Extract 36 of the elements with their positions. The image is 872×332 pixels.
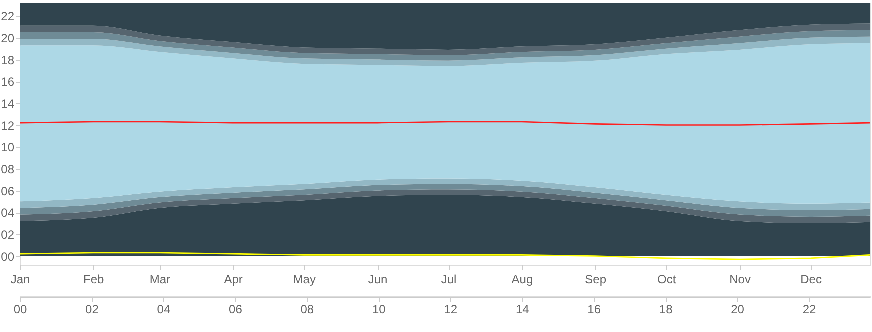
x2-tick-label: 18 — [659, 302, 674, 316]
x2-tick-label: 00 — [14, 302, 28, 316]
y-tick-label: 18 — [1, 53, 15, 68]
x-tick-label: Dec — [800, 272, 822, 286]
x-tick-label: Aug — [512, 272, 534, 286]
y-tick-label: 10 — [1, 140, 15, 155]
x2-tick-label: 12 — [444, 302, 458, 316]
x-tick-label: Jan — [10, 272, 30, 286]
x2-tick-label: 04 — [157, 302, 171, 316]
x2-tick-label: 08 — [300, 302, 314, 316]
x-tick-label: Jun — [368, 272, 388, 286]
y-tick-label: 22 — [1, 10, 15, 24]
y-tick-label: 04 — [1, 206, 15, 220]
x-tick-label: Apr — [224, 272, 243, 286]
x2-tick-label: 10 — [372, 302, 386, 316]
y-tick-label: 20 — [1, 31, 15, 46]
x2-tick-label: 20 — [731, 302, 745, 316]
x-tick-label: Feb — [84, 272, 105, 286]
y-tick-label: 16 — [1, 75, 15, 90]
y-tick-label: 00 — [1, 250, 15, 264]
x2-tick-label: 02 — [86, 302, 100, 316]
y-tick-label: 02 — [1, 228, 15, 242]
x-tick-label: Jul — [441, 272, 457, 286]
y-tick-label: 06 — [1, 184, 15, 198]
x-tick-label: Sep — [585, 272, 607, 286]
x-tick-label: Nov — [730, 272, 751, 286]
y-tick-label: 12 — [1, 118, 15, 133]
x-tick-label: May — [293, 272, 316, 286]
x-tick-label: Mar — [150, 272, 171, 286]
y-tick-label: 14 — [1, 96, 15, 111]
x-tick-label: Oct — [658, 272, 677, 286]
x2-tick-label: 06 — [229, 302, 243, 316]
y-tick-label: 08 — [1, 162, 15, 176]
x2-tick-label: 16 — [588, 302, 602, 316]
x2-tick-label: 22 — [802, 302, 817, 316]
x2-tick-label: 14 — [516, 302, 530, 316]
